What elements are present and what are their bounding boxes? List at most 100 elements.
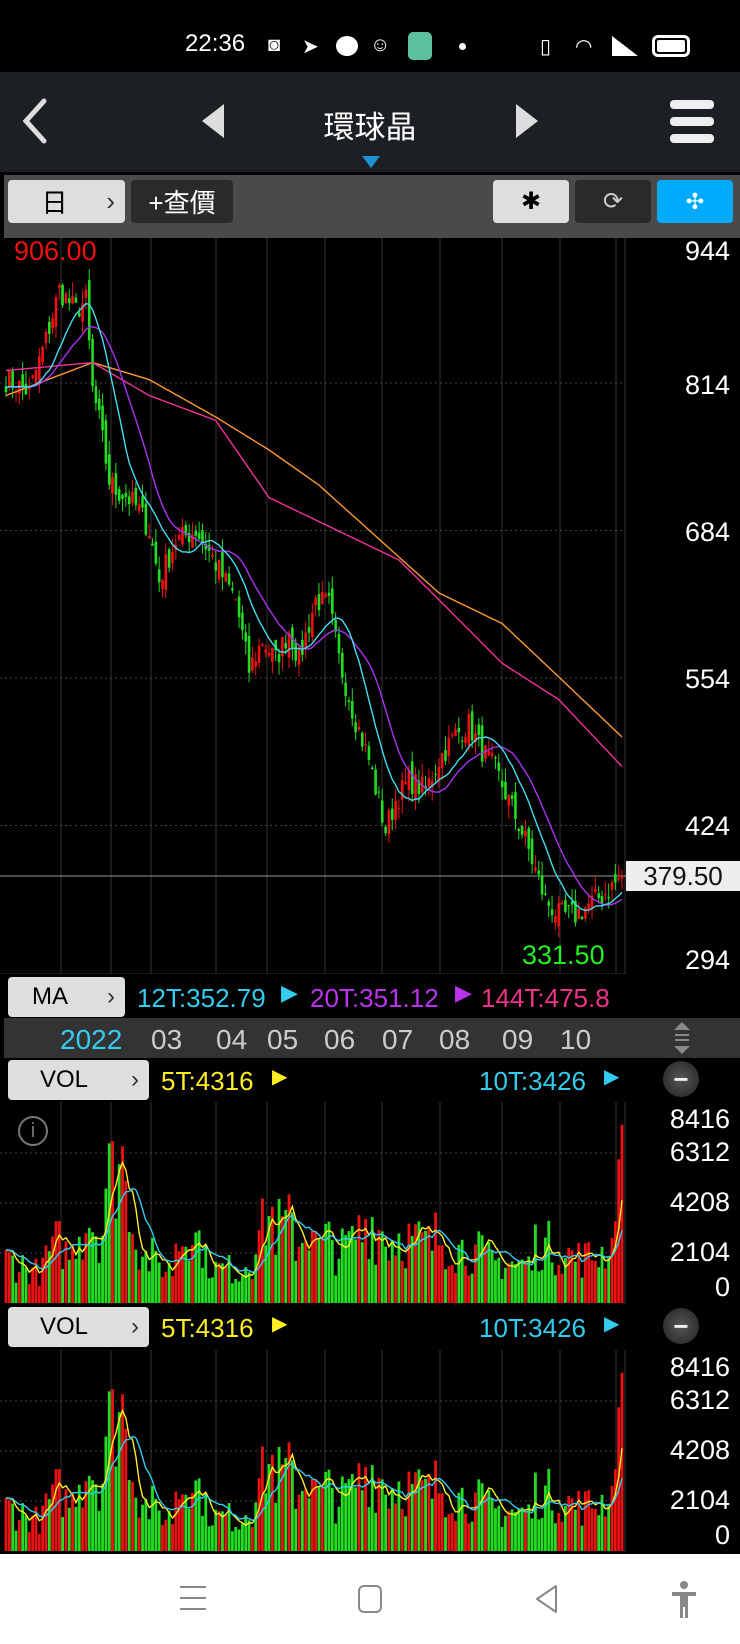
period-low-label: 331.50 [522, 940, 605, 970]
volume-bar [67, 1259, 71, 1303]
chevron-right-icon: › [131, 1066, 139, 1093]
stock-title[interactable]: 環球晶 [323, 110, 417, 145]
volume-bar [354, 1239, 358, 1303]
volume-bar [424, 1478, 427, 1551]
volume-bar [480, 1483, 484, 1551]
volume-bar [64, 1489, 68, 1551]
vol-tick: 4208 [669, 1435, 730, 1465]
volume-bar [480, 1235, 484, 1303]
back-icon[interactable] [534, 1584, 560, 1614]
candle [600, 896, 604, 903]
volume-chart[interactable] [0, 1350, 626, 1552]
volume-bar [410, 1484, 414, 1551]
volume-bar [84, 1233, 88, 1303]
volume-bar [447, 1514, 451, 1551]
telegram-icon: ➤ [302, 36, 319, 58]
volume-bar [360, 1242, 364, 1303]
resize-handle-icon[interactable] [672, 1020, 692, 1056]
remove-panel-button[interactable]: − [663, 1061, 699, 1097]
volume-bar [394, 1503, 397, 1551]
volume-bar [127, 1232, 131, 1303]
month-label: 10 [560, 1024, 592, 1055]
candle [47, 321, 51, 334]
remove-panel-button[interactable]: − [663, 1308, 699, 1344]
candle [84, 289, 88, 298]
recents-icon[interactable] [180, 1584, 206, 1612]
chevron-right-icon: › [131, 1313, 139, 1340]
volume-bar [390, 1239, 394, 1303]
candle [294, 642, 297, 661]
volume-bar [157, 1262, 161, 1303]
volume-bar [214, 1261, 218, 1303]
period-label: 日 [41, 188, 68, 218]
vol-button[interactable]: VOL › [8, 1060, 149, 1100]
candle [474, 733, 477, 742]
collapse-icon[interactable]: ✣ [657, 180, 733, 223]
volume-bar [350, 1473, 354, 1551]
candle [137, 504, 141, 512]
candle [64, 293, 68, 304]
volume-bar [404, 1516, 407, 1551]
candle [354, 722, 357, 733]
volume-bar [270, 1454, 274, 1551]
volume-bar [4, 1498, 8, 1551]
triangle-left-icon[interactable] [202, 104, 224, 138]
candle [111, 477, 114, 494]
vol-ma10-value: 10T:3426 [479, 1066, 586, 1096]
volume-bar [211, 1525, 214, 1551]
volume-bar [464, 1513, 467, 1551]
gear-icon[interactable]: ✱ [493, 180, 569, 223]
candle [604, 893, 607, 896]
volume-bar [197, 1478, 201, 1551]
volume-bar [191, 1492, 194, 1551]
candle [494, 757, 497, 759]
dropdown-caret-icon[interactable] [362, 156, 380, 168]
quote-button[interactable]: +查價 [131, 180, 233, 223]
volume-bar [434, 1460, 437, 1551]
candle [427, 778, 431, 787]
volume-bar [231, 1531, 234, 1551]
volume-bar [107, 1143, 111, 1303]
price-chart[interactable] [0, 238, 626, 974]
candle [370, 767, 374, 770]
volume-bar [191, 1244, 194, 1303]
rotate-icon[interactable]: ⟳ [575, 180, 651, 223]
accessibility-icon[interactable] [670, 1580, 698, 1620]
home-icon[interactable] [357, 1584, 383, 1614]
ma-button[interactable]: MA › [8, 977, 125, 1017]
price-tick: 294 [684, 945, 730, 975]
info-icon[interactable]: i [18, 1116, 48, 1146]
candle [94, 386, 98, 404]
volume-bar [207, 1526, 211, 1551]
chevron-left-icon[interactable] [20, 97, 50, 145]
volume-bar [450, 1513, 454, 1551]
price-tick: 554 [684, 664, 730, 694]
volume-bar [587, 1489, 591, 1551]
volume-bar [104, 1188, 108, 1303]
volume-bar [324, 1223, 328, 1303]
volume-bar [414, 1224, 417, 1303]
volume-bar [494, 1508, 497, 1551]
upload-icon [408, 32, 432, 60]
volume-bar [187, 1260, 191, 1303]
volume-bar [520, 1259, 524, 1303]
volume-bar [547, 1220, 551, 1303]
volume-bar [147, 1271, 151, 1303]
month-label: 05 [267, 1024, 299, 1055]
volume-bar [7, 1252, 11, 1303]
volume-bar [167, 1262, 171, 1303]
triangle-right-icon[interactable] [516, 104, 538, 138]
volume-chart[interactable] [0, 1102, 626, 1304]
candle [4, 386, 8, 393]
vol-button[interactable]: VOL › [8, 1307, 149, 1347]
hamburger-icon[interactable] [670, 100, 714, 144]
candle [380, 800, 384, 823]
candle [347, 700, 351, 703]
candle [194, 530, 198, 536]
price-tick: 814 [684, 370, 730, 400]
candle [74, 297, 78, 303]
candle [211, 554, 214, 558]
candle [231, 588, 234, 591]
period-button[interactable]: 日 › [8, 180, 125, 223]
vol-tick: 4208 [669, 1187, 730, 1217]
